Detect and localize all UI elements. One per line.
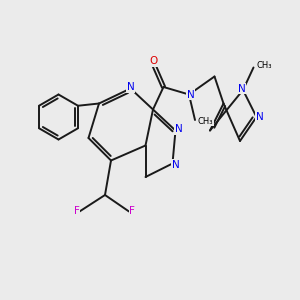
Text: N: N	[238, 83, 245, 94]
Text: CH₃: CH₃	[198, 117, 213, 126]
Text: N: N	[175, 124, 182, 134]
Text: CH₃: CH₃	[256, 61, 272, 70]
Text: F: F	[74, 206, 80, 217]
Text: N: N	[127, 82, 134, 92]
Text: N: N	[256, 112, 263, 122]
Text: N: N	[172, 160, 179, 170]
Text: O: O	[149, 56, 157, 67]
Text: F: F	[129, 206, 135, 217]
Text: N: N	[187, 89, 194, 100]
